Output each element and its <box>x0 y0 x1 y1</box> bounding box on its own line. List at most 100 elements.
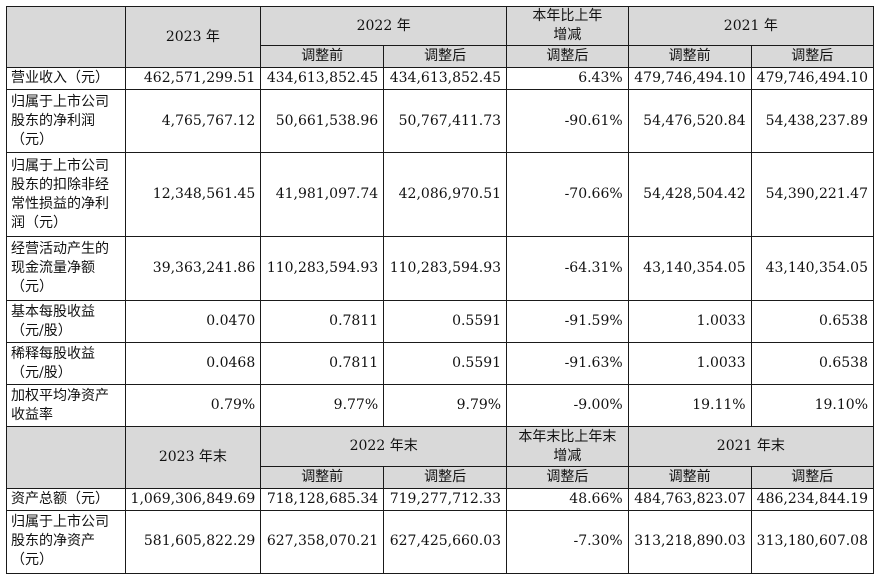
cell-2022-end-before: 627,358,070.21 <box>260 510 385 574</box>
cell-2021-after: 19.10% <box>750 384 874 427</box>
table-row-operating-cash-flow: 经营活动产生的 现金流量净额 （元） 39,363,241.86 110,283… <box>6 236 874 301</box>
header-2022: 2022 年 <box>260 6 508 46</box>
cell-2021-end-after: 313,180,607.08 <box>750 510 874 574</box>
cell-2023: 462,571,299.51 <box>124 67 262 90</box>
cell-change: -9.00% <box>506 384 629 427</box>
cell-2021-end-before: 313,218,890.03 <box>627 510 752 574</box>
cell-2022-before: 110,283,594.93 <box>260 236 385 301</box>
header-2021-before: 调整前 <box>627 45 752 68</box>
cell-2022-after: 0.5591 <box>383 300 508 343</box>
header-corner-cell <box>6 6 126 68</box>
cell-2023: 4,765,767.12 <box>124 89 262 153</box>
cell-2022-before: 50,661,538.96 <box>260 89 385 153</box>
financial-table-container: 2023 年 2022 年 本年比上年 增减 2021 年 调整前 调整后 调整… <box>6 6 874 574</box>
table-row-net-profit: 归属于上市公司 股东的净利润 （元） 4,765,767.12 50,661,5… <box>6 89 874 153</box>
cell-2021-after: 43,140,354.05 <box>750 236 874 301</box>
cell-2021-before: 54,428,504.42 <box>627 152 752 237</box>
cell-2023: 0.79% <box>124 384 262 427</box>
cell-2023: 0.0468 <box>124 342 262 385</box>
header-change-end-after: 调整后 <box>506 466 629 489</box>
cell-2022-before: 434,613,852.45 <box>260 67 385 90</box>
header-change-end-line2: 增减 <box>553 447 582 464</box>
table-row-basic-eps: 基本每股收益 （元/股） 0.0470 0.7811 0.5591 -91.59… <box>6 300 874 343</box>
cell-change-end: -7.30% <box>506 510 629 574</box>
row-label: 归属于上市公司 股东的扣除非经 常性损益的净利 润（元） <box>6 152 126 237</box>
financial-data-table: 2023 年 2022 年 本年比上年 增减 2021 年 调整前 调整后 调整… <box>6 6 874 574</box>
cell-2022-end-after: 719,277,712.33 <box>383 488 508 511</box>
table-row-net-assets: 归属于上市公司 股东的净资产 （元） 581,605,822.29 627,35… <box>6 510 874 574</box>
table-row-revenue: 营业收入（元） 462,571,299.51 434,613,852.45 43… <box>6 67 874 90</box>
row-label: 加权平均净资产 收益率 <box>6 384 126 427</box>
cell-2022-end-before: 718,128,685.34 <box>260 488 385 511</box>
cell-2021-before: 54,476,520.84 <box>627 89 752 153</box>
cell-change-end: 48.66% <box>506 488 629 511</box>
cell-change: -90.61% <box>506 89 629 153</box>
header-2023: 2023 年 <box>124 6 262 68</box>
row-label: 营业收入（元） <box>6 67 126 90</box>
header-change-after: 调整后 <box>506 45 629 68</box>
cell-2022-before: 9.77% <box>260 384 385 427</box>
cell-change: -64.31% <box>506 236 629 301</box>
cell-2021-after: 54,390,221.47 <box>750 152 874 237</box>
cell-2021-before: 1.0033 <box>627 300 752 343</box>
cell-2023: 12,348,561.45 <box>124 152 262 237</box>
cell-2022-after: 110,283,594.93 <box>383 236 508 301</box>
cell-2022-after: 42,086,970.51 <box>383 152 508 237</box>
cell-change: -91.59% <box>506 300 629 343</box>
header-2022-after: 调整后 <box>383 45 508 68</box>
header-row-sub: 调整前 调整后 调整后 调整前 调整后 <box>7 45 874 68</box>
header-change-line2: 增减 <box>553 27 582 43</box>
cell-2022-after: 9.79% <box>383 384 508 427</box>
cell-2021-end-before: 484,763,823.07 <box>627 488 752 511</box>
cell-2023: 39,363,241.86 <box>124 236 262 301</box>
cell-2022-before: 0.7811 <box>260 342 385 385</box>
table-row-total-assets: 资产总额（元） 1,069,306,849.69 718,128,685.34 … <box>6 488 874 511</box>
header-2022-end-after: 调整后 <box>383 466 508 489</box>
cell-change: -70.66% <box>506 152 629 237</box>
row-label: 经营活动产生的 现金流量净额 （元） <box>6 236 126 301</box>
cell-2022-after: 0.5591 <box>383 342 508 385</box>
balance-header-corner-cell <box>6 426 126 489</box>
header-2022-end: 2022 年末 <box>260 426 508 467</box>
cell-2022-after: 434,613,852.45 <box>383 67 508 90</box>
header-2022-before: 调整前 <box>260 45 385 68</box>
header-2022-end-before: 调整前 <box>260 466 385 489</box>
header-change-end: 本年末比上年末 增减 <box>506 426 629 467</box>
table-row-roe: 加权平均净资产 收益率 0.79% 9.77% 9.79% -9.00% 19.… <box>6 384 874 427</box>
cell-2021-after: 54,438,237.89 <box>750 89 874 153</box>
cell-2021-before: 479,746,494.10 <box>627 67 752 90</box>
row-label: 基本每股收益 （元/股） <box>6 300 126 343</box>
header-2021-end: 2021 年末 <box>627 426 874 467</box>
cell-2022-before: 0.7811 <box>260 300 385 343</box>
cell-2021-before: 43,140,354.05 <box>627 236 752 301</box>
header-change-end-line1: 本年末比上年末 <box>518 428 617 445</box>
header-row-years: 2023 年 2022 年 本年比上年 增减 2021 年 <box>6 6 874 68</box>
row-label: 归属于上市公司 股东的净资产 （元） <box>6 510 126 574</box>
header-change: 本年比上年 增减 <box>506 6 629 46</box>
cell-2022-after: 50,767,411.73 <box>383 89 508 153</box>
header-2023-end: 2023 年末 <box>124 426 262 489</box>
header-change-line1: 本年比上年 <box>532 8 603 24</box>
cell-2021-after: 479,746,494.10 <box>750 67 874 90</box>
cell-change: -91.63% <box>506 342 629 385</box>
cell-2021-before: 1.0033 <box>627 342 752 385</box>
cell-2022-before: 41,981,097.74 <box>260 152 385 237</box>
cell-2021-before: 19.11% <box>627 384 752 427</box>
cell-2023-end: 581,605,822.29 <box>124 510 262 574</box>
table-row-net-profit-deducted: 归属于上市公司 股东的扣除非经 常性损益的净利 润（元） 12,348,561.… <box>6 152 874 237</box>
header-2021-after: 调整后 <box>750 45 874 68</box>
header-2021: 2021 年 <box>627 6 874 46</box>
cell-2021-after: 0.6538 <box>750 342 874 385</box>
cell-2022-end-after: 627,425,660.03 <box>383 510 508 574</box>
header-2021-end-after: 调整后 <box>750 466 874 489</box>
cell-2021-end-after: 486,234,844.19 <box>750 488 874 511</box>
table-row-diluted-eps: 稀释每股收益 （元/股） 0.0468 0.7811 0.5591 -91.63… <box>6 342 874 385</box>
header-2021-end-before: 调整前 <box>627 466 752 489</box>
row-label: 资产总额（元） <box>6 488 126 511</box>
cell-change: 6.43% <box>506 67 629 90</box>
cell-2023-end: 1,069,306,849.69 <box>124 488 262 511</box>
row-label: 归属于上市公司 股东的净利润 （元） <box>6 89 126 153</box>
row-label: 稀释每股收益 （元/股） <box>6 342 126 385</box>
cell-2021-after: 0.6538 <box>750 300 874 343</box>
cell-2023: 0.0470 <box>124 300 262 343</box>
